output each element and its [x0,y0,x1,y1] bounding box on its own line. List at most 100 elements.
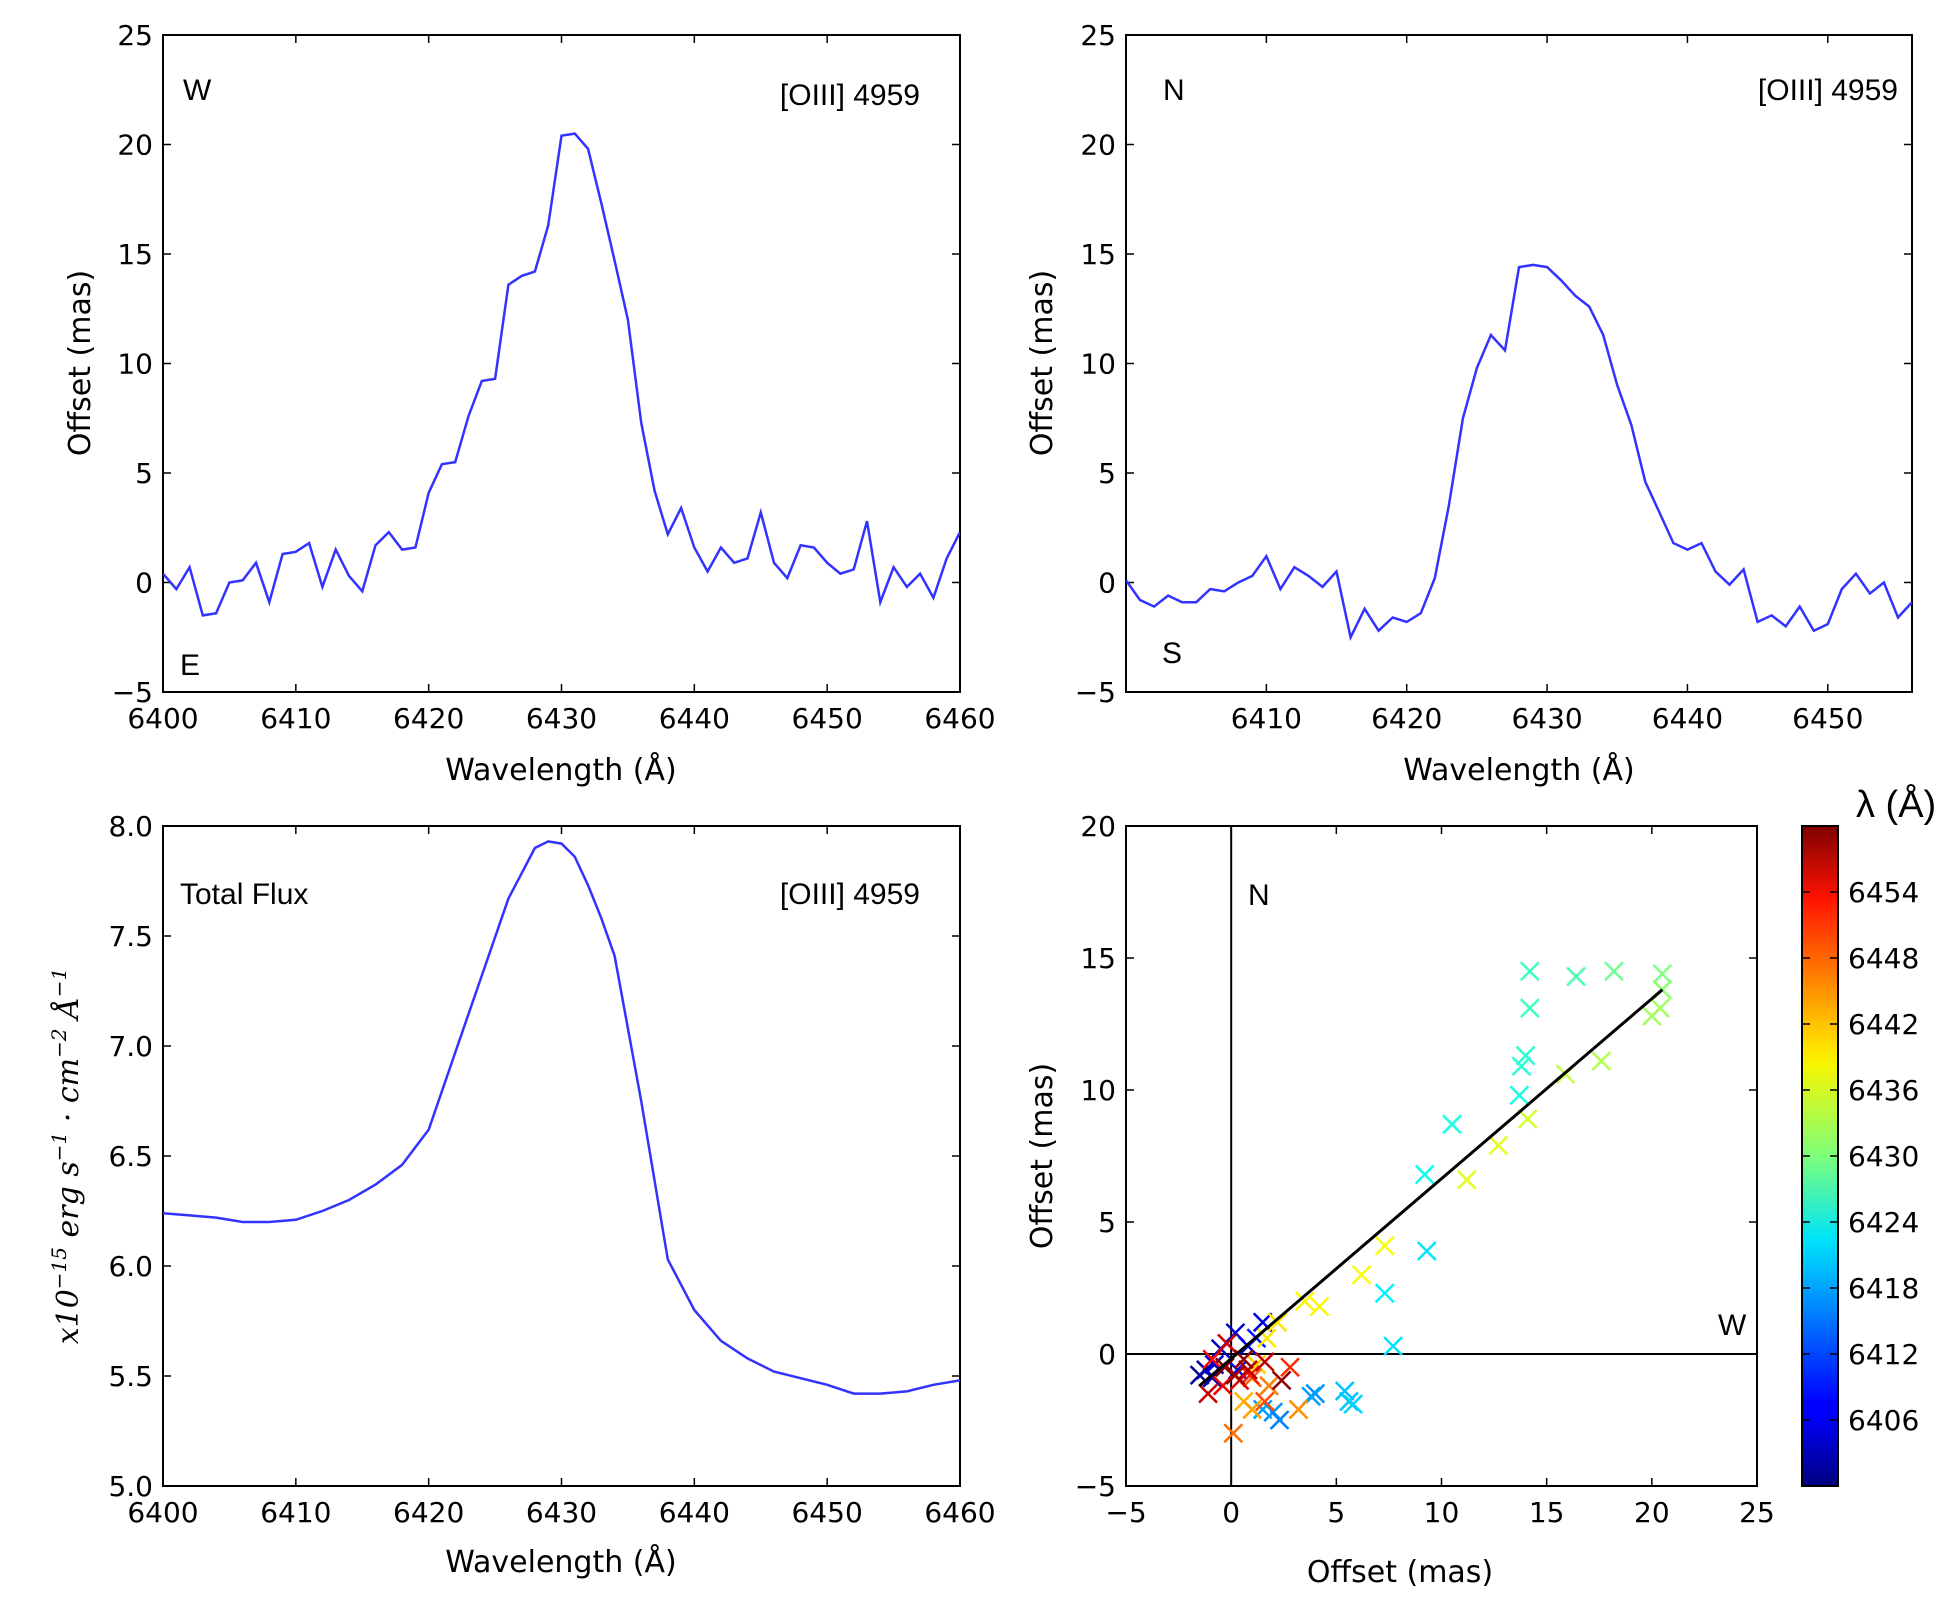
x-tick-label: 6400 [127,702,198,735]
offset-line [163,132,960,617]
x-marker [1566,966,1586,987]
scatter-points [1189,961,1673,1444]
x-tick-label: 6410 [260,1496,331,1529]
x-marker [1238,1359,1258,1380]
x-marker [1374,1235,1395,1256]
panel-top-left: 6400 6410 6420 6430 6440 6450 6460 −5 0 5 10 15 20 25… [63,19,996,788]
annotation-top-right: [OIII] 4959 [1758,74,1898,107]
annotation-top-right: [OIII] 4959 [780,878,920,911]
colorbar-title: λ (Å) [1856,782,1936,826]
x-tick-label: 5 [1327,1496,1345,1529]
y-tick-label: −5 [112,676,153,709]
y-tick-label: −5 [1075,1470,1116,1503]
x-marker [1511,1056,1532,1077]
x-marker-stroke [1374,1283,1395,1304]
x-marker [1271,1370,1292,1391]
annotation-bottom-left: S [1162,637,1182,670]
x-marker-stroke [1202,1367,1223,1388]
colorbar-tick-label: 6448 [1848,942,1919,975]
total-flux-line [163,840,960,1395]
y-tick-label: 5.5 [108,1360,153,1393]
x-marker-stroke [1214,1357,1235,1378]
x-marker [1351,1264,1372,1285]
y-tick-label: 20 [117,129,153,162]
x-marker [1212,1375,1233,1396]
colorbar-ticks: 6406 6412 6418 6424 6430 6436 6442 6448 6454 [1802,876,1919,1437]
offset-line [1126,263,1912,642]
axis-ticks: −5 0 5 10 15 20 25 −5 0 5 10 15 20 [1075,810,1775,1529]
x-marker-stroke [1488,1135,1509,1156]
axis-ticks: 6400 6410 6420 6430 6440 6450 6460 5.0 5.5 6.0 6.5… [108,810,995,1529]
x-tick-label: 6420 [1371,702,1442,735]
x-marker [1414,1164,1435,1185]
x-marker-stroke [1223,1423,1244,1444]
x-marker-stroke [1254,1391,1275,1412]
x-marker [1198,1383,1218,1404]
x-tick-label: 6420 [393,1496,464,1529]
x-tick-label: 6430 [526,1496,597,1529]
x-marker-stroke [1271,1370,1292,1391]
x-marker [1515,1045,1536,1066]
x-tick-label: 6430 [526,702,597,735]
x-axis-label: Wavelength (Å) [445,1544,676,1580]
y-tick-label: 15 [117,238,153,271]
x-marker-stroke [1511,1056,1532,1077]
annotation-top-left: Total Flux [180,878,308,911]
x-marker-stroke [1294,1291,1315,1312]
x-marker-stroke [1652,963,1673,984]
y-axis-label: Offset (mas) [1025,1063,1060,1249]
x-marker-stroke [1238,1359,1258,1380]
x-marker-stroke [1225,1365,1246,1386]
y-tick-label: 7.0 [108,1030,153,1063]
x-marker-stroke [1242,1399,1263,1420]
x-marker-stroke [1233,1349,1254,1370]
x-axis-label: Offset (mas) [1307,1555,1493,1590]
y-tick-label: 10 [1080,1074,1116,1107]
x-tick-label: 6420 [393,702,464,735]
x-marker-stroke [1212,1375,1233,1396]
x-marker-stroke [1456,1169,1477,1190]
x-marker [1641,1006,1662,1026]
x-marker-stroke [1257,1328,1277,1349]
x-marker [1288,1399,1309,1420]
y-tick-label: 5.0 [108,1470,153,1503]
annotation-bottom-left: E [180,649,200,682]
fit-line [1198,988,1664,1387]
x-marker-stroke [1604,961,1624,982]
y-tick-label: 0 [1098,567,1116,600]
x-tick-label: 6410 [1231,702,1302,735]
x-marker-stroke [1252,1312,1273,1333]
x-marker-stroke [1217,1333,1237,1354]
x-marker-stroke [1269,1410,1290,1430]
x-marker [1488,1135,1509,1156]
x-marker [1309,1296,1330,1317]
x-marker-stroke [1259,1375,1279,1396]
x-marker [1509,1085,1530,1106]
x-tick-label: 6450 [1792,702,1863,735]
colorbar-tick-label: 6418 [1848,1272,1919,1305]
annotation-west: W [1718,1309,1747,1342]
x-marker [1254,1391,1275,1412]
x-tick-label: 6460 [924,1496,995,1529]
y-tick-label: 5 [1098,457,1116,490]
x-axis-label: Wavelength (Å) [445,752,676,788]
x-marker [1517,1109,1538,1129]
x-tick-label: 6440 [659,702,730,735]
y-tick-label: 6.0 [108,1250,153,1283]
annotation-north: N [1248,879,1270,912]
x-marker-stroke [1202,1349,1223,1370]
axis-ticks: 6400 6410 6420 6430 6440 6450 6460 −5 0 5 10 15 20 25 [112,19,996,735]
x-marker-stroke [1591,1051,1612,1071]
x-marker-stroke [1309,1296,1330,1317]
y-tick-label: 5 [1098,1206,1116,1239]
x-marker-stroke [1351,1264,1372,1285]
x-marker-stroke [1254,1352,1275,1372]
x-marker-stroke [1519,961,1540,982]
x-tick-label: 6410 [260,702,331,735]
x-tick-label: 6430 [1511,702,1582,735]
x-marker [1223,1423,1244,1444]
y-tick-label: 6.5 [108,1140,153,1173]
y-tick-label: 25 [117,19,153,52]
